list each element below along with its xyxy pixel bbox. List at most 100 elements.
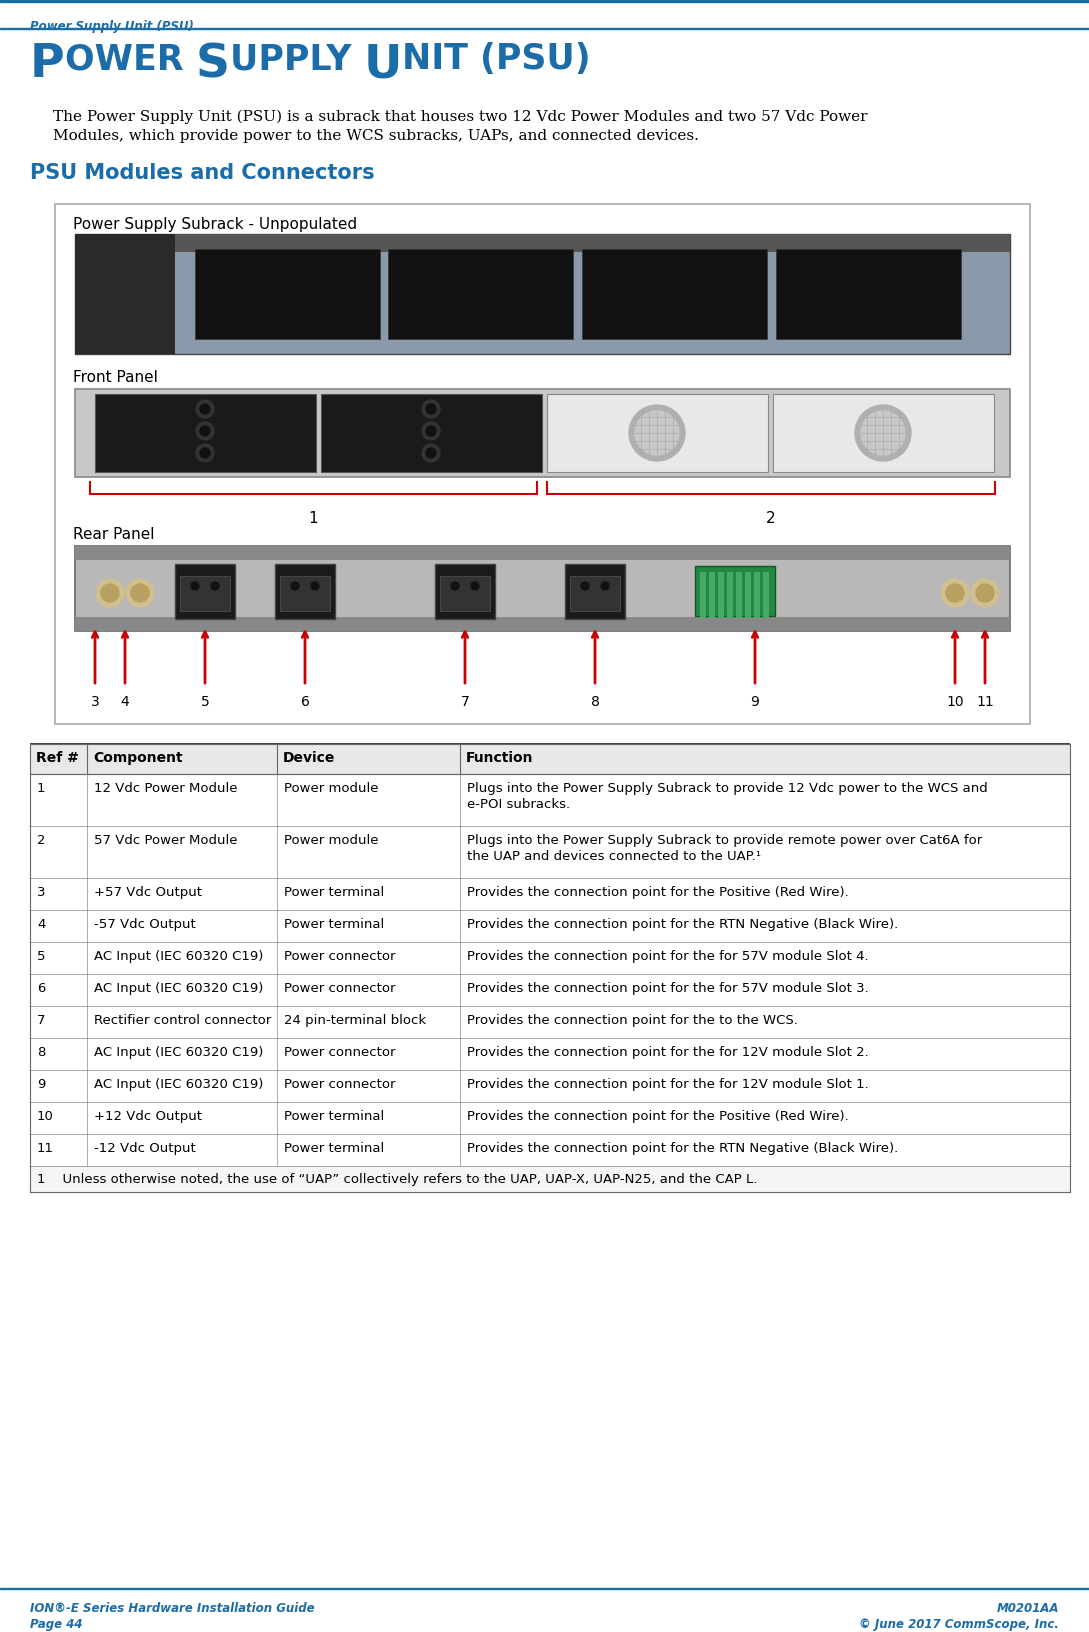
Bar [776, 250, 960, 339]
Text: 2: 2 [767, 511, 775, 526]
Bar [75, 547, 1010, 561]
Circle shape [855, 406, 911, 462]
Bar [276, 565, 335, 620]
Text: 7: 7 [37, 1013, 46, 1027]
Bar [388, 250, 573, 339]
Text: 6: 6 [301, 695, 309, 708]
Circle shape [211, 583, 219, 591]
Circle shape [200, 426, 210, 437]
Text: +12 Vdc Output: +12 Vdc Output [94, 1110, 201, 1123]
Text: 57 Vdc Power Module: 57 Vdc Power Module [94, 834, 237, 847]
Circle shape [971, 579, 999, 607]
Text: 24 pin-terminal block: 24 pin-terminal block [284, 1013, 426, 1027]
Text: 7: 7 [461, 695, 469, 708]
Text: PSU Modules and Connectors: PSU Modules and Connectors [30, 163, 375, 183]
Text: S: S [195, 42, 230, 86]
Text: 5: 5 [37, 950, 46, 963]
Text: Power module: Power module [284, 782, 379, 795]
Circle shape [426, 426, 436, 437]
Text: e-POI subracks.: e-POI subracks. [467, 798, 571, 811]
Text: 5: 5 [200, 695, 209, 708]
Text: 4: 4 [37, 917, 46, 930]
Circle shape [861, 411, 905, 455]
Bar [30, 1007, 1070, 1038]
Circle shape [196, 423, 215, 441]
Bar [95, 395, 316, 473]
Text: OWER: OWER [64, 42, 195, 77]
Bar [565, 565, 625, 620]
Circle shape [423, 401, 440, 419]
Bar [75, 235, 175, 354]
Bar [718, 573, 724, 619]
Text: 10: 10 [37, 1110, 53, 1123]
Circle shape [126, 579, 154, 607]
Text: Provides the connection point for the for 12V module Slot 1.: Provides the connection point for the fo… [467, 1077, 869, 1090]
Bar [30, 1167, 1070, 1193]
Bar [30, 744, 1070, 775]
Bar [700, 573, 706, 619]
Circle shape [311, 583, 319, 591]
Bar [547, 395, 768, 473]
Bar [695, 566, 775, 617]
Circle shape [196, 446, 215, 463]
Text: 1: 1 [308, 511, 318, 526]
Text: M0201AA: M0201AA [996, 1601, 1059, 1614]
Text: AC Input (IEC 60320 C19): AC Input (IEC 60320 C19) [94, 1077, 264, 1090]
Text: Power terminal: Power terminal [284, 1141, 384, 1154]
Bar [30, 1038, 1070, 1071]
Circle shape [629, 406, 685, 462]
Circle shape [601, 583, 609, 591]
Text: 4: 4 [121, 695, 130, 708]
Bar [0, 0, 1089, 3]
Text: Power connector: Power connector [284, 981, 395, 994]
Circle shape [200, 449, 210, 459]
Bar [440, 576, 490, 612]
Text: Power connector: Power connector [284, 1046, 395, 1058]
Bar [75, 617, 1010, 632]
Text: AC Input (IEC 60320 C19): AC Input (IEC 60320 C19) [94, 1046, 264, 1058]
Text: Modules, which provide power to the WCS subracks, UAPs, and connected devices.: Modules, which provide power to the WCS … [53, 129, 699, 144]
Text: Power connector: Power connector [284, 1077, 395, 1090]
Text: Provides the connection point for the RTN Negative (Black Wire).: Provides the connection point for the RT… [467, 917, 898, 930]
Text: UPPLY: UPPLY [230, 42, 363, 77]
Bar [763, 573, 769, 619]
Text: 1    Unless otherwise noted, the use of “UAP” collectively refers to the UAP, UA: 1 Unless otherwise noted, the use of “UA… [37, 1172, 757, 1185]
Text: Page 44: Page 44 [30, 1617, 83, 1630]
Text: +57 Vdc Output: +57 Vdc Output [94, 886, 201, 899]
Circle shape [472, 583, 479, 591]
Text: 9: 9 [750, 695, 759, 708]
Circle shape [426, 449, 436, 459]
Bar [321, 395, 542, 473]
Bar [280, 576, 330, 612]
Bar [180, 576, 230, 612]
Bar [435, 565, 495, 620]
Bar [195, 250, 380, 339]
Circle shape [131, 584, 149, 602]
Text: Rectifier control connector: Rectifier control connector [94, 1013, 271, 1027]
Bar [745, 573, 751, 619]
Text: Provides the connection point for the RTN Negative (Black Wire).: Provides the connection point for the RT… [467, 1141, 898, 1154]
Text: 10: 10 [946, 695, 964, 708]
Bar [736, 573, 742, 619]
Text: 9: 9 [37, 1077, 46, 1090]
Text: 11: 11 [976, 695, 994, 708]
Bar [30, 911, 1070, 942]
Text: 8: 8 [37, 1046, 46, 1058]
Text: Provides the connection point for the for 12V module Slot 2.: Provides the connection point for the fo… [467, 1046, 869, 1058]
Bar [773, 395, 994, 473]
Text: Provides the connection point for the for 57V module Slot 3.: Provides the connection point for the fo… [467, 981, 869, 994]
Bar [30, 878, 1070, 911]
Text: AC Input (IEC 60320 C19): AC Input (IEC 60320 C19) [94, 981, 264, 994]
Bar [75, 235, 1010, 354]
Bar [582, 250, 767, 339]
Text: 3: 3 [37, 886, 46, 899]
Text: 3: 3 [90, 695, 99, 708]
Text: Power module: Power module [284, 834, 379, 847]
Circle shape [291, 583, 299, 591]
Text: Function: Function [466, 751, 534, 764]
Bar [75, 235, 1010, 253]
Circle shape [451, 583, 458, 591]
Circle shape [941, 579, 969, 607]
Bar [30, 1071, 1070, 1102]
Circle shape [423, 423, 440, 441]
